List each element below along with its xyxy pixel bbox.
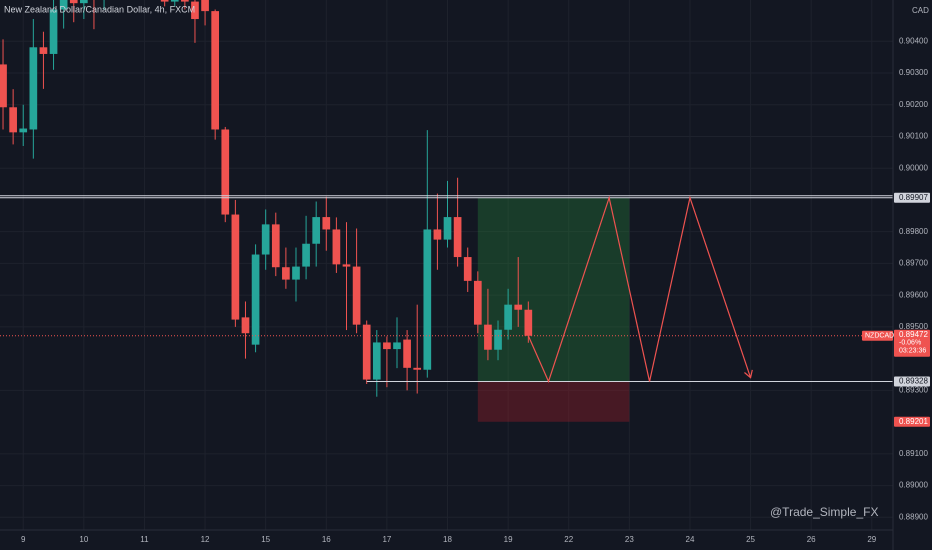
y-tick-label: 0.89700	[899, 259, 928, 268]
candle-body	[191, 1, 199, 20]
axes: 0.88900 0.89000 0.89100 0.89300 0.89500 0.896…	[21, 36, 930, 544]
loss-zone	[477, 381, 630, 422]
x-tick-label: 10	[79, 535, 88, 544]
candle-body	[80, 0, 88, 4]
candle-body	[0, 64, 7, 108]
candle-body	[170, 0, 179, 2]
candle-body	[372, 342, 381, 380]
candle-body	[524, 309, 533, 336]
candle-body	[383, 342, 391, 350]
watermark: @Trade_Simple_FX	[770, 505, 878, 519]
candle-body	[29, 47, 38, 130]
x-tick-label: 9	[21, 535, 26, 544]
x-tick-label: 29	[867, 535, 876, 544]
candle-body	[393, 342, 401, 350]
candle-body	[504, 304, 512, 330]
candle-body	[251, 254, 260, 345]
candle-body	[302, 243, 310, 267]
candle-body	[160, 0, 169, 2]
candle-body	[181, 0, 189, 2]
y-tick-label: 0.90000	[899, 163, 928, 172]
change-label: -0.06%	[899, 340, 921, 347]
countdown-label: 03:23:36	[899, 348, 926, 355]
candle-body	[413, 367, 422, 370]
candle-body	[362, 324, 371, 380]
x-tick-label: 22	[564, 535, 573, 544]
candle-body	[19, 128, 28, 133]
grid	[0, 0, 893, 530]
candle-body	[69, 0, 78, 4]
candle-body	[241, 317, 250, 334]
x-tick-label: 16	[322, 535, 331, 544]
x-tick-label: 18	[443, 535, 452, 544]
candle-body	[342, 264, 351, 267]
candle-body	[494, 329, 502, 350]
y-tick-label: 0.89800	[899, 227, 928, 236]
candle-body	[322, 217, 331, 230]
candle-body	[201, 0, 209, 12]
stop-price-label-box	[894, 416, 930, 427]
candle-body	[433, 229, 442, 240]
chart-title: New Zealand Dollar/Canadian Dollar, 4h, …	[4, 4, 195, 14]
target-price-label: 0.89907	[899, 193, 928, 202]
target-price-label-box	[894, 192, 930, 203]
candle-body	[403, 339, 411, 368]
candle-body	[332, 229, 341, 265]
y-tick-label: 0.90400	[899, 36, 928, 45]
candle-body	[271, 224, 280, 268]
candle-body	[221, 129, 230, 215]
x-tick-label: 15	[261, 535, 270, 544]
symbol-label: NZDCAD	[865, 333, 894, 340]
x-tick-label: 19	[504, 535, 513, 544]
y-tick-label: 0.89300	[899, 385, 928, 394]
candle-body	[261, 224, 270, 255]
candle-body	[312, 217, 321, 244]
y-tick-label: 0.89000	[899, 481, 928, 490]
x-tick-label: 26	[807, 535, 816, 544]
plot-area	[0, 0, 893, 422]
candle-body	[514, 304, 523, 310]
candle-body	[443, 217, 452, 240]
stop-price-label: 0.89201	[899, 417, 928, 426]
y-tick-label: 0.89100	[899, 449, 928, 458]
candle-body	[59, 0, 68, 10]
x-tick-label: 25	[746, 535, 755, 544]
candle-body	[453, 217, 462, 258]
candle-body	[473, 280, 482, 325]
candle-body	[282, 267, 290, 280]
candle-body	[9, 107, 17, 133]
currency-label: CAD	[912, 6, 929, 15]
y-tick-label: 0.90100	[899, 132, 928, 141]
candle-body	[423, 229, 432, 370]
y-tick-label: 0.90200	[899, 100, 928, 109]
y-tick-label: 0.89600	[899, 290, 928, 299]
y-tick-label: 0.88900	[899, 512, 928, 521]
projection-arrowhead	[744, 369, 753, 379]
candle-body	[39, 47, 48, 54]
candle-body	[463, 257, 472, 281]
x-tick-label: 24	[686, 535, 695, 544]
candle-body	[352, 266, 361, 325]
candle-body	[484, 324, 492, 350]
x-tick-label: 17	[382, 535, 391, 544]
candle-body	[292, 266, 300, 280]
x-tick-label: 11	[140, 535, 149, 544]
last-price-label: 0.89472	[899, 330, 928, 339]
projection-path	[527, 195, 752, 384]
candle-body	[211, 11, 220, 130]
candle-body	[231, 214, 240, 320]
y-tick-label: 0.89500	[899, 322, 928, 331]
profit-zone	[477, 197, 630, 382]
symbol-box	[862, 330, 893, 341]
entry-price-label: 0.89328	[899, 377, 928, 386]
x-tick-label: 23	[625, 535, 634, 544]
y-tick-label: 0.90300	[899, 68, 928, 77]
x-tick-label: 12	[201, 535, 210, 544]
last-price-box	[894, 329, 930, 357]
entry-price-label-box	[894, 376, 930, 387]
candle-body	[49, 9, 58, 54]
